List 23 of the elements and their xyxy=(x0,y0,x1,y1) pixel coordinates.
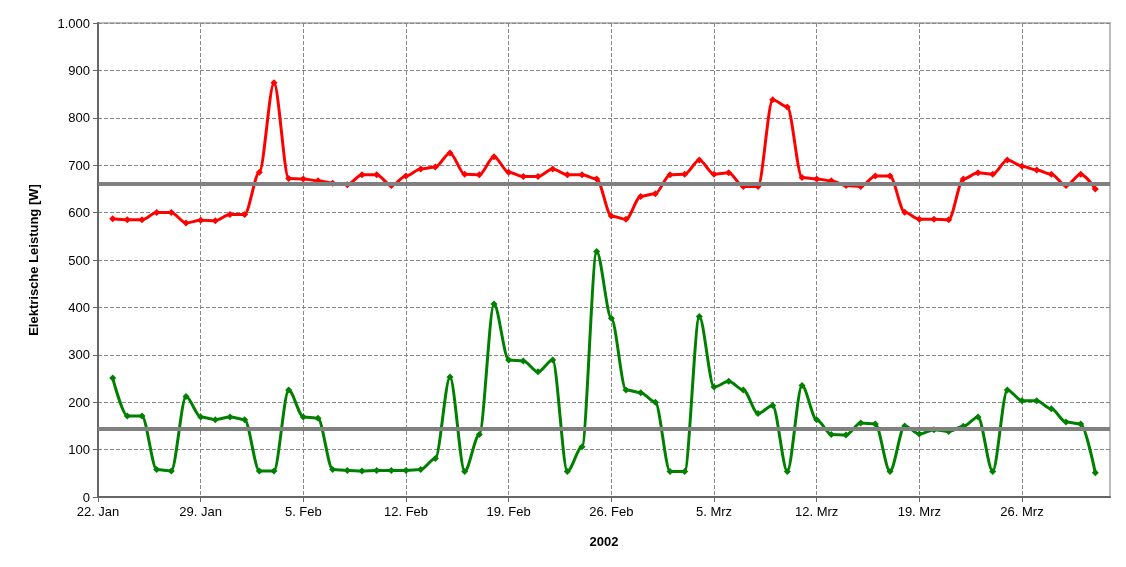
x-tick-label: 22. Jan xyxy=(76,504,120,519)
y-tick-label: 800 xyxy=(68,110,90,126)
x-tick-label: 29. Jan xyxy=(179,504,222,519)
x-tick-label: 26. Feb xyxy=(589,504,634,519)
y-tick-label: 600 xyxy=(68,205,90,221)
x-tick-label: 19. Feb xyxy=(486,504,531,519)
x-axis-title: 2002 xyxy=(589,534,619,549)
x-tick-label: 12. Mrz xyxy=(794,504,839,519)
x-tick-label: 5. Mrz xyxy=(695,504,733,519)
x-tick-label: 26. Mrz xyxy=(1000,504,1044,519)
y-tick-label: 200 xyxy=(68,394,90,410)
y-tick-label: 400 xyxy=(68,299,90,315)
y-tick-label: 300 xyxy=(68,347,90,363)
x-tick-label: 5. Feb xyxy=(284,504,322,519)
y-tick-label: 500 xyxy=(68,252,90,268)
y-tick-label: 900 xyxy=(68,62,90,78)
x-tick-label: 19. Mrz xyxy=(897,504,942,519)
y-tick-label: 700 xyxy=(68,157,90,173)
y-tick-label: 100 xyxy=(68,442,90,458)
y-tick-label: 1.000 xyxy=(57,15,90,31)
y-axis-title: Elektrische Leistung [W] xyxy=(26,184,41,336)
y-tick-label: 0 xyxy=(82,489,90,505)
x-tick-label: 12. Feb xyxy=(383,504,429,519)
